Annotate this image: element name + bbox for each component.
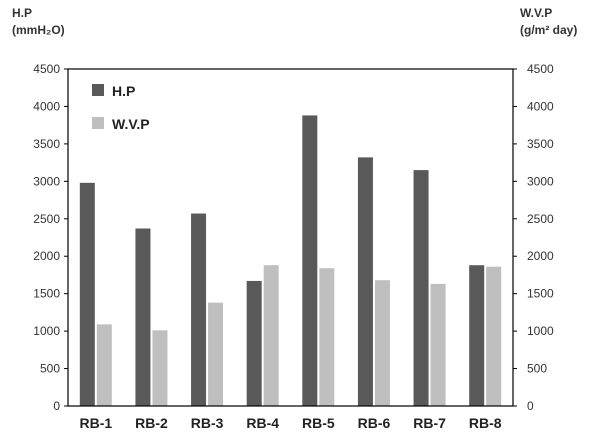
- left-axis-title-line1: H.P: [12, 6, 32, 20]
- legend-label-wvp: W.V.P: [112, 116, 150, 132]
- left-tick-label: 1500: [33, 287, 60, 301]
- left-axis-title-line2: (mmH₂O): [12, 23, 65, 37]
- left-tick-label: 3500: [33, 137, 60, 151]
- legend-swatch-wvp: [92, 117, 104, 129]
- left-tick-label: 500: [40, 362, 60, 376]
- category-label: RB-3: [191, 415, 224, 431]
- right-tick-label: 3500: [527, 137, 554, 151]
- hp-bar-rb-6: [357, 157, 373, 406]
- hp-bar-rb-2: [135, 228, 151, 406]
- hp-bar-rb-3: [191, 213, 207, 406]
- category-label: RB-5: [302, 415, 335, 431]
- hp-bar-rb-7: [413, 170, 429, 406]
- category-label: RB-6: [358, 415, 391, 431]
- category-label: RB-1: [79, 415, 112, 431]
- wvp-bar-rb-6: [374, 280, 390, 406]
- wvp-bar-rb-2: [152, 330, 168, 406]
- wvp-bar-rb-8: [486, 266, 502, 406]
- right-axis-ticks: 0 500 1000 1500 2000 2500 3000 3500 4000 4500: [513, 62, 554, 413]
- right-tick-label: 4000: [527, 99, 554, 113]
- hp-bar-rb-5: [302, 115, 318, 406]
- left-tick-label: 2000: [33, 249, 60, 263]
- hp-bar-rb-4: [246, 280, 262, 406]
- left-tick-label: 3000: [33, 174, 60, 188]
- wvp-bar-rb-4: [263, 265, 279, 406]
- category-label: RB-2: [135, 415, 168, 431]
- wvp-bar-rb-1: [96, 324, 112, 406]
- right-tick-label: 2000: [527, 249, 554, 263]
- wvp-bar-rb-3: [208, 302, 224, 406]
- right-tick-label: 2500: [527, 212, 554, 226]
- right-tick-label: 1500: [527, 287, 554, 301]
- left-tick-label: 0: [53, 399, 60, 413]
- category-label: RB-8: [469, 415, 502, 431]
- left-tick-label: 1000: [33, 324, 60, 338]
- right-tick-label: 0: [527, 399, 534, 413]
- left-tick-label: 4500: [33, 62, 60, 76]
- left-tick-label: 2500: [33, 212, 60, 226]
- left-tick-label: 4000: [33, 99, 60, 113]
- category-label: RB-7: [413, 415, 446, 431]
- hp-bar-rb-8: [469, 265, 485, 406]
- category-labels: RB-1 RB-2 RB-3 RB-4 RB-5 RB-6 RB-7 RB-8: [79, 415, 501, 431]
- right-tick-label: 500: [527, 362, 547, 376]
- left-axis-ticks: 0 500 1000 1500 2000 2500 3000 3500 4000 4500: [33, 62, 68, 413]
- right-tick-label: 4500: [527, 62, 554, 76]
- right-axis-title-line2: (g/m² day): [520, 23, 577, 37]
- wvp-bar-rb-5: [319, 268, 335, 406]
- right-axis-title-line1: W.V.P: [520, 6, 552, 20]
- wvp-bar-rb-7: [430, 283, 446, 406]
- right-tick-label: 3000: [527, 174, 554, 188]
- right-tick-label: 1000: [527, 324, 554, 338]
- legend-label-hp: H.P: [112, 83, 135, 99]
- plot-area-frame: [67, 68, 514, 407]
- category-label: RB-4: [246, 415, 279, 431]
- legend-swatch-hp: [92, 84, 104, 96]
- legend: H.P W.V.P: [92, 83, 150, 132]
- hp-bar-rb-1: [79, 182, 95, 406]
- bar-series: [79, 115, 502, 406]
